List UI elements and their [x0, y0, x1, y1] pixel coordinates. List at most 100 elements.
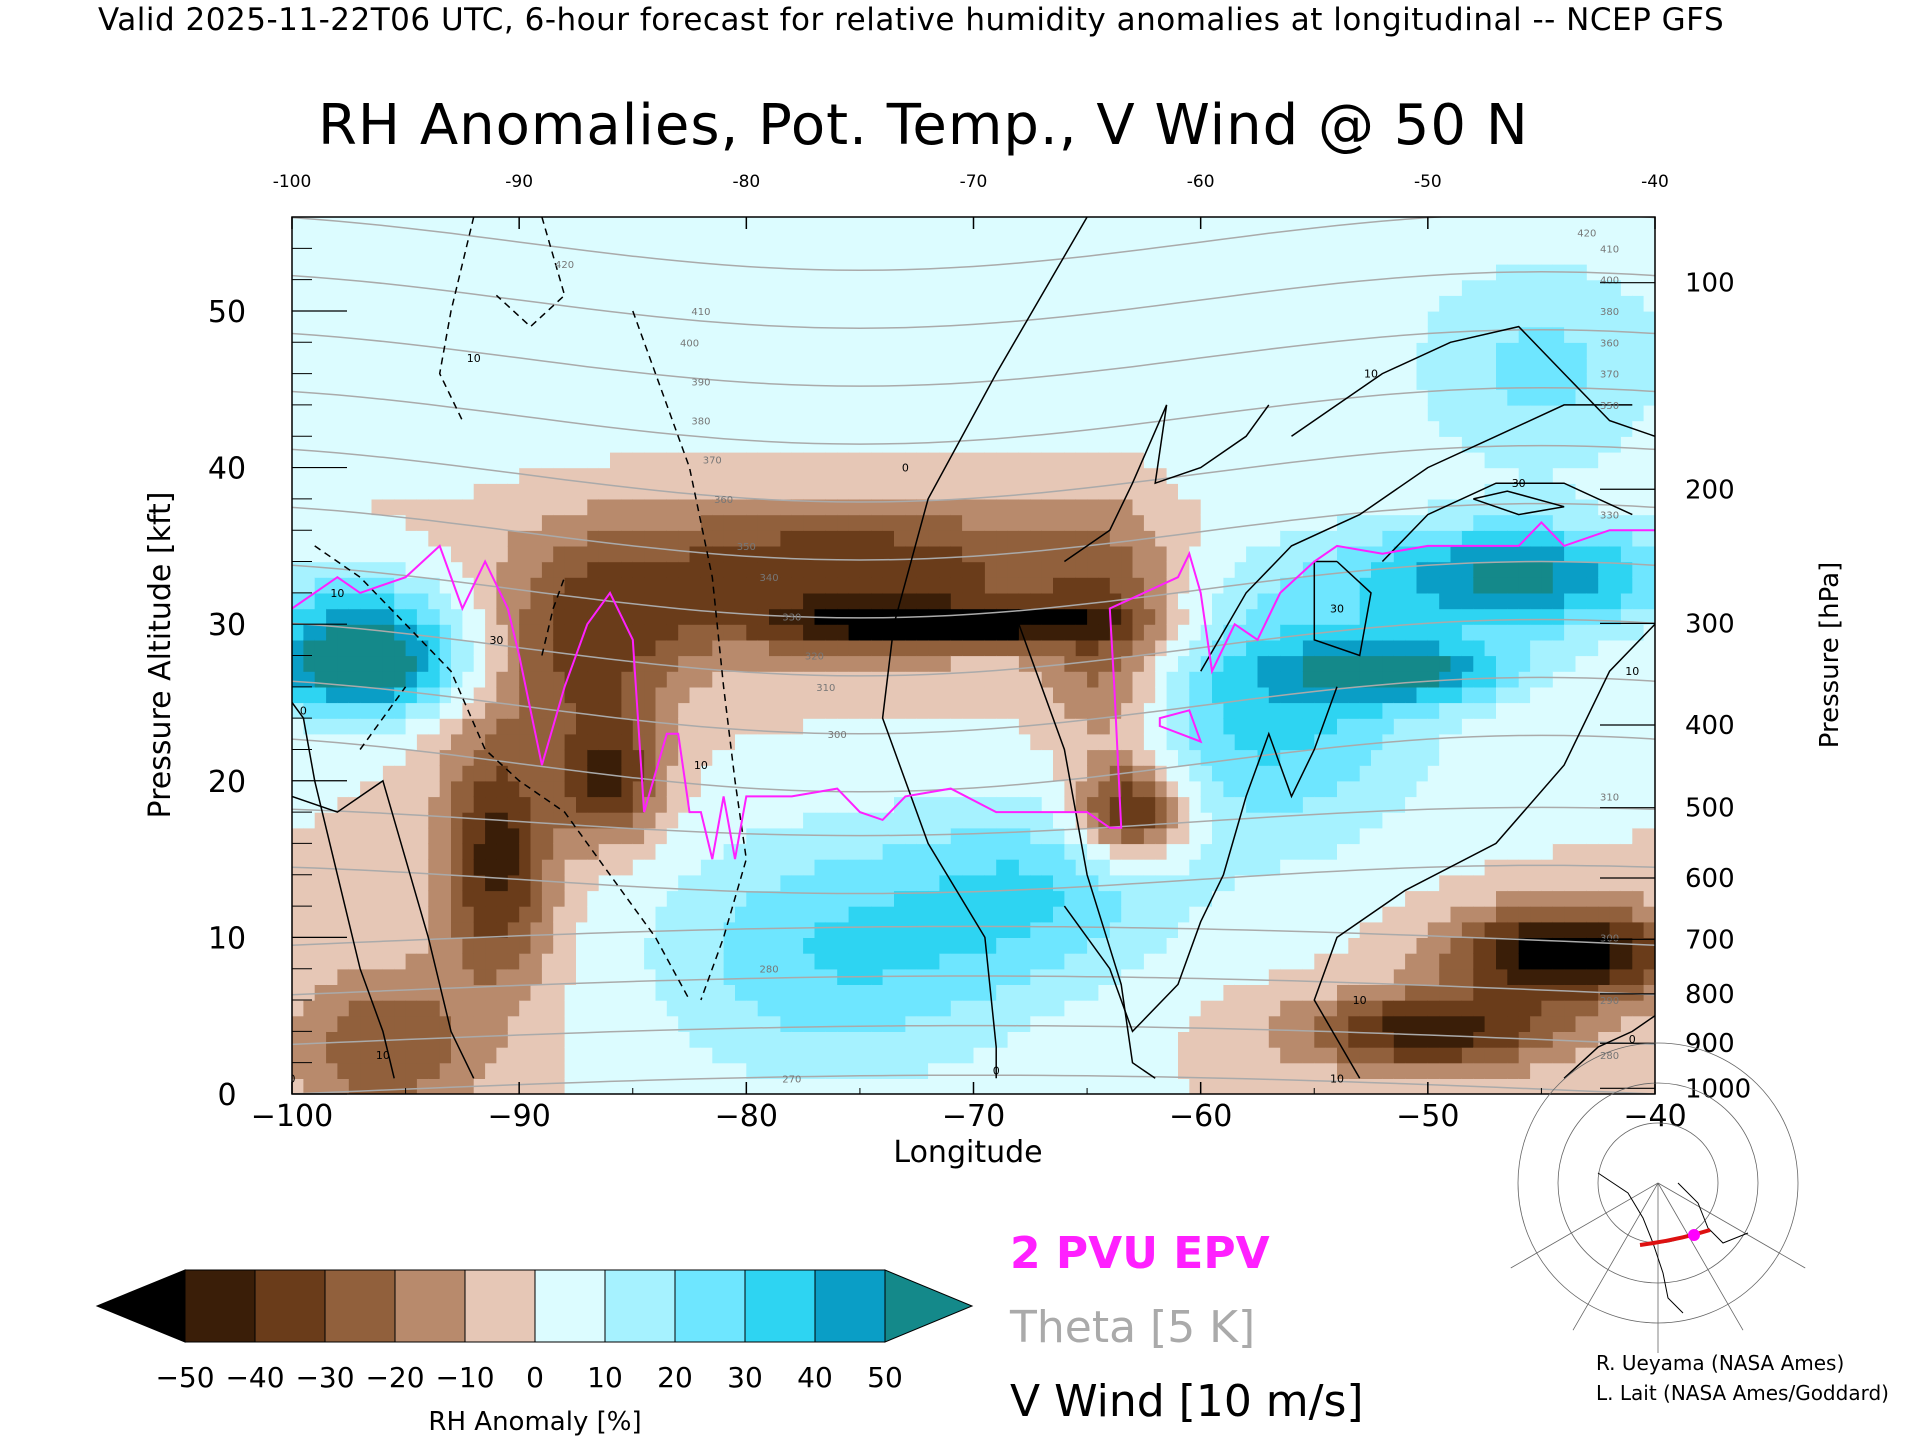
rh-cell [905, 874, 918, 892]
rh-cell [1121, 561, 1134, 578]
rh-cell [803, 1031, 816, 1048]
rh-cell [939, 796, 952, 813]
rh-cell [825, 545, 838, 563]
rh-cell [848, 514, 861, 531]
rh-cell [1121, 1031, 1134, 1048]
rh-cell [1075, 326, 1088, 343]
rh-cell [780, 373, 793, 390]
rh-cell [314, 342, 327, 359]
rh-cell [621, 859, 634, 876]
rh-cell [1132, 953, 1145, 970]
rh-cell [1132, 217, 1145, 234]
rh-cell [1053, 592, 1065, 610]
rh-cell [666, 545, 679, 563]
rh-cell [564, 608, 577, 625]
rh-cell [632, 217, 645, 234]
rh-cell [1257, 655, 1270, 672]
rh-cell [1280, 311, 1293, 328]
rh-cell [848, 498, 861, 516]
rh-cell [610, 953, 622, 970]
rh-cell [894, 718, 906, 735]
rh-cell [1109, 311, 1122, 328]
rh-cell [973, 436, 986, 453]
rh-cell [507, 279, 520, 296]
rh-cell [882, 389, 895, 406]
rh-cell [632, 1015, 645, 1032]
rh-cell [314, 984, 327, 1001]
rh-cell [507, 984, 520, 1001]
rh-cell [1212, 859, 1224, 876]
rh-cell [1030, 545, 1043, 563]
rh-cell [473, 671, 486, 688]
rh-cell [405, 514, 418, 531]
rh-cell [337, 451, 350, 469]
rh-cell [746, 639, 759, 657]
rh-cell [1268, 530, 1281, 547]
rh-cell [1132, 733, 1145, 751]
rh-cell [1178, 279, 1190, 296]
rh-cell [326, 1078, 339, 1094]
rh-cell [814, 624, 827, 641]
rh-cell [735, 984, 747, 1001]
rh-cell [394, 718, 407, 735]
rh-cell [485, 765, 498, 782]
rh-cell [689, 389, 702, 406]
rh-cell [598, 780, 611, 798]
rh-cell [689, 232, 702, 249]
rh-cell [1257, 890, 1270, 907]
rh-cell [939, 827, 952, 845]
rh-cell [689, 451, 702, 469]
rh-cell [337, 968, 350, 985]
rh-cell [712, 733, 725, 751]
rh-cell [1178, 671, 1190, 688]
rh-cell [1018, 1015, 1031, 1032]
rh-cell [905, 953, 918, 970]
rh-cell [882, 483, 895, 500]
rh-cell [621, 295, 634, 312]
rh-cell [1064, 671, 1077, 688]
rh-cell [848, 1031, 861, 1048]
rh-cell [700, 232, 713, 249]
rh-cell [598, 843, 611, 860]
rh-cell [780, 702, 793, 719]
rh-cell [723, 357, 736, 375]
rh-cell [689, 827, 702, 845]
rh-cell [894, 467, 906, 484]
rh-cell [928, 1000, 941, 1017]
rh-cell [1268, 968, 1281, 985]
rh-cell [1121, 436, 1134, 453]
rh-cell [769, 812, 781, 829]
rh-cell [303, 686, 316, 704]
rh-cell [1053, 1062, 1065, 1079]
rh-cell [1053, 264, 1065, 281]
rh-cell [1178, 608, 1190, 625]
rh-cell [1018, 357, 1031, 375]
rh-cell [553, 874, 566, 892]
rh-cell [405, 545, 418, 563]
rh-cell [769, 592, 781, 610]
rh-cell [996, 342, 1009, 359]
rh-cell [1064, 1031, 1077, 1048]
rh-cell [757, 1031, 770, 1048]
rh-cell [1189, 968, 1202, 985]
rh-cell [757, 514, 770, 531]
rh-cell [507, 311, 520, 328]
rh-cell [1132, 671, 1145, 688]
rh-cell [939, 765, 952, 782]
rh-cell [541, 796, 554, 813]
rh-cell [655, 389, 668, 406]
rh-cell [666, 1000, 679, 1017]
rh-cell [803, 1015, 816, 1032]
rh-cell [780, 968, 793, 985]
rh-cell [1200, 859, 1213, 876]
rh-cell [541, 639, 554, 657]
rh-cell [859, 279, 872, 296]
rh-cell [814, 859, 827, 876]
rh-cell [1291, 953, 1304, 970]
rh-cell [1053, 420, 1065, 437]
rh-cell [451, 1062, 463, 1079]
rh-cell [451, 232, 463, 249]
rh-cell [1268, 953, 1281, 970]
rh-cell [1189, 326, 1202, 343]
rh-cell [1041, 436, 1054, 453]
